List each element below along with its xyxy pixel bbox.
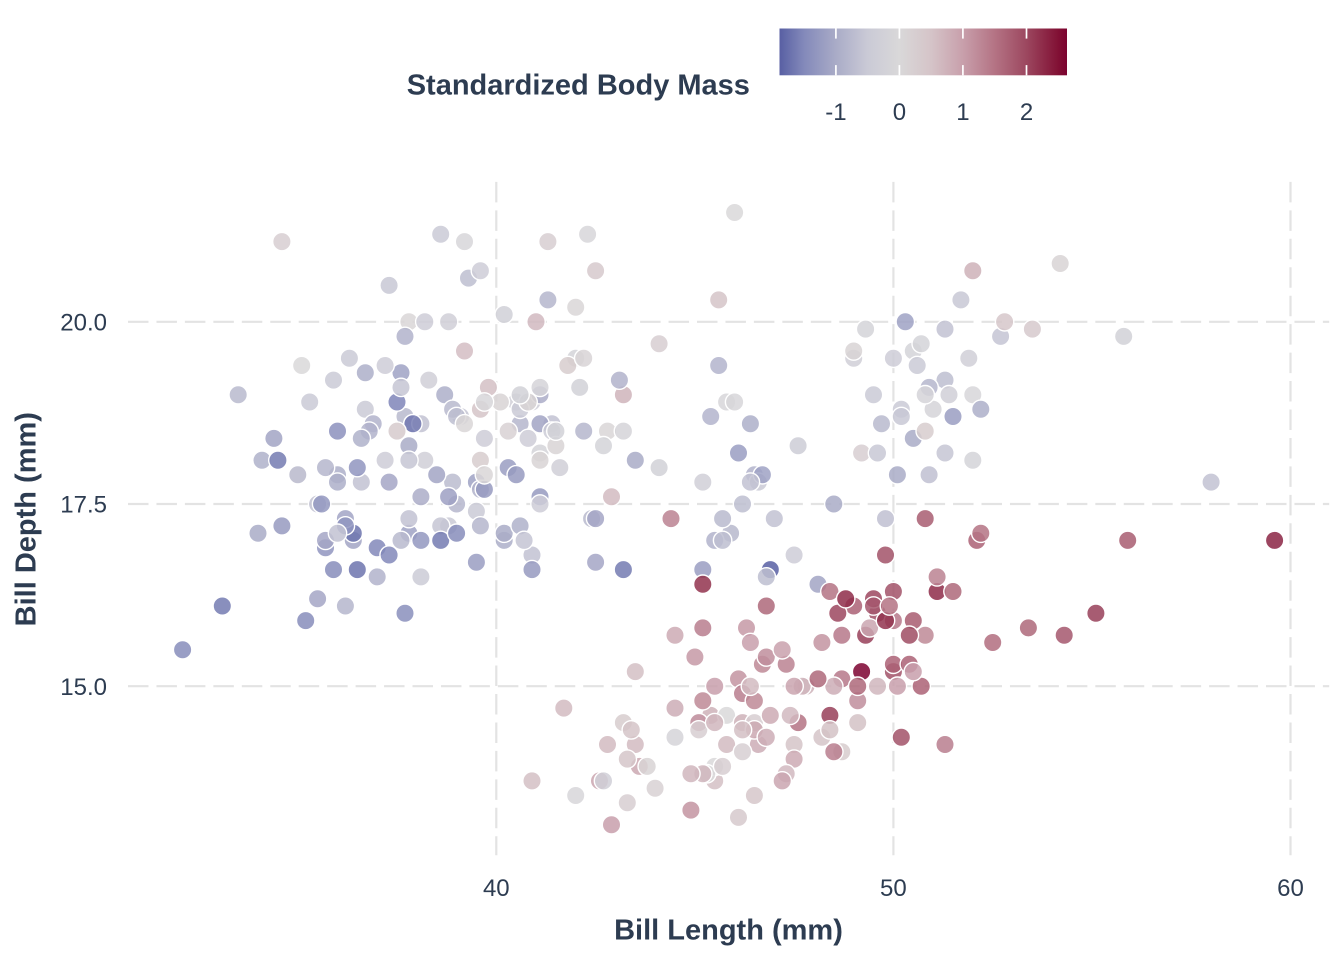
svg-text:17.5: 17.5: [60, 492, 107, 519]
svg-text:15.0: 15.0: [60, 674, 107, 701]
svg-text:Standardized Body Mass: Standardized Body Mass: [407, 69, 750, 101]
svg-text:0: 0: [893, 99, 906, 126]
svg-text:1: 1: [956, 99, 969, 126]
svg-text:50: 50: [880, 875, 907, 902]
svg-text:2: 2: [1020, 99, 1033, 126]
svg-text:-1: -1: [825, 99, 846, 126]
svg-text:20.0: 20.0: [60, 309, 107, 336]
svg-text:60: 60: [1277, 875, 1304, 902]
svg-text:40: 40: [483, 875, 510, 902]
svg-text:Bill Depth (mm): Bill Depth (mm): [11, 412, 43, 626]
svg-text:Bill Length (mm): Bill Length (mm): [614, 915, 843, 947]
